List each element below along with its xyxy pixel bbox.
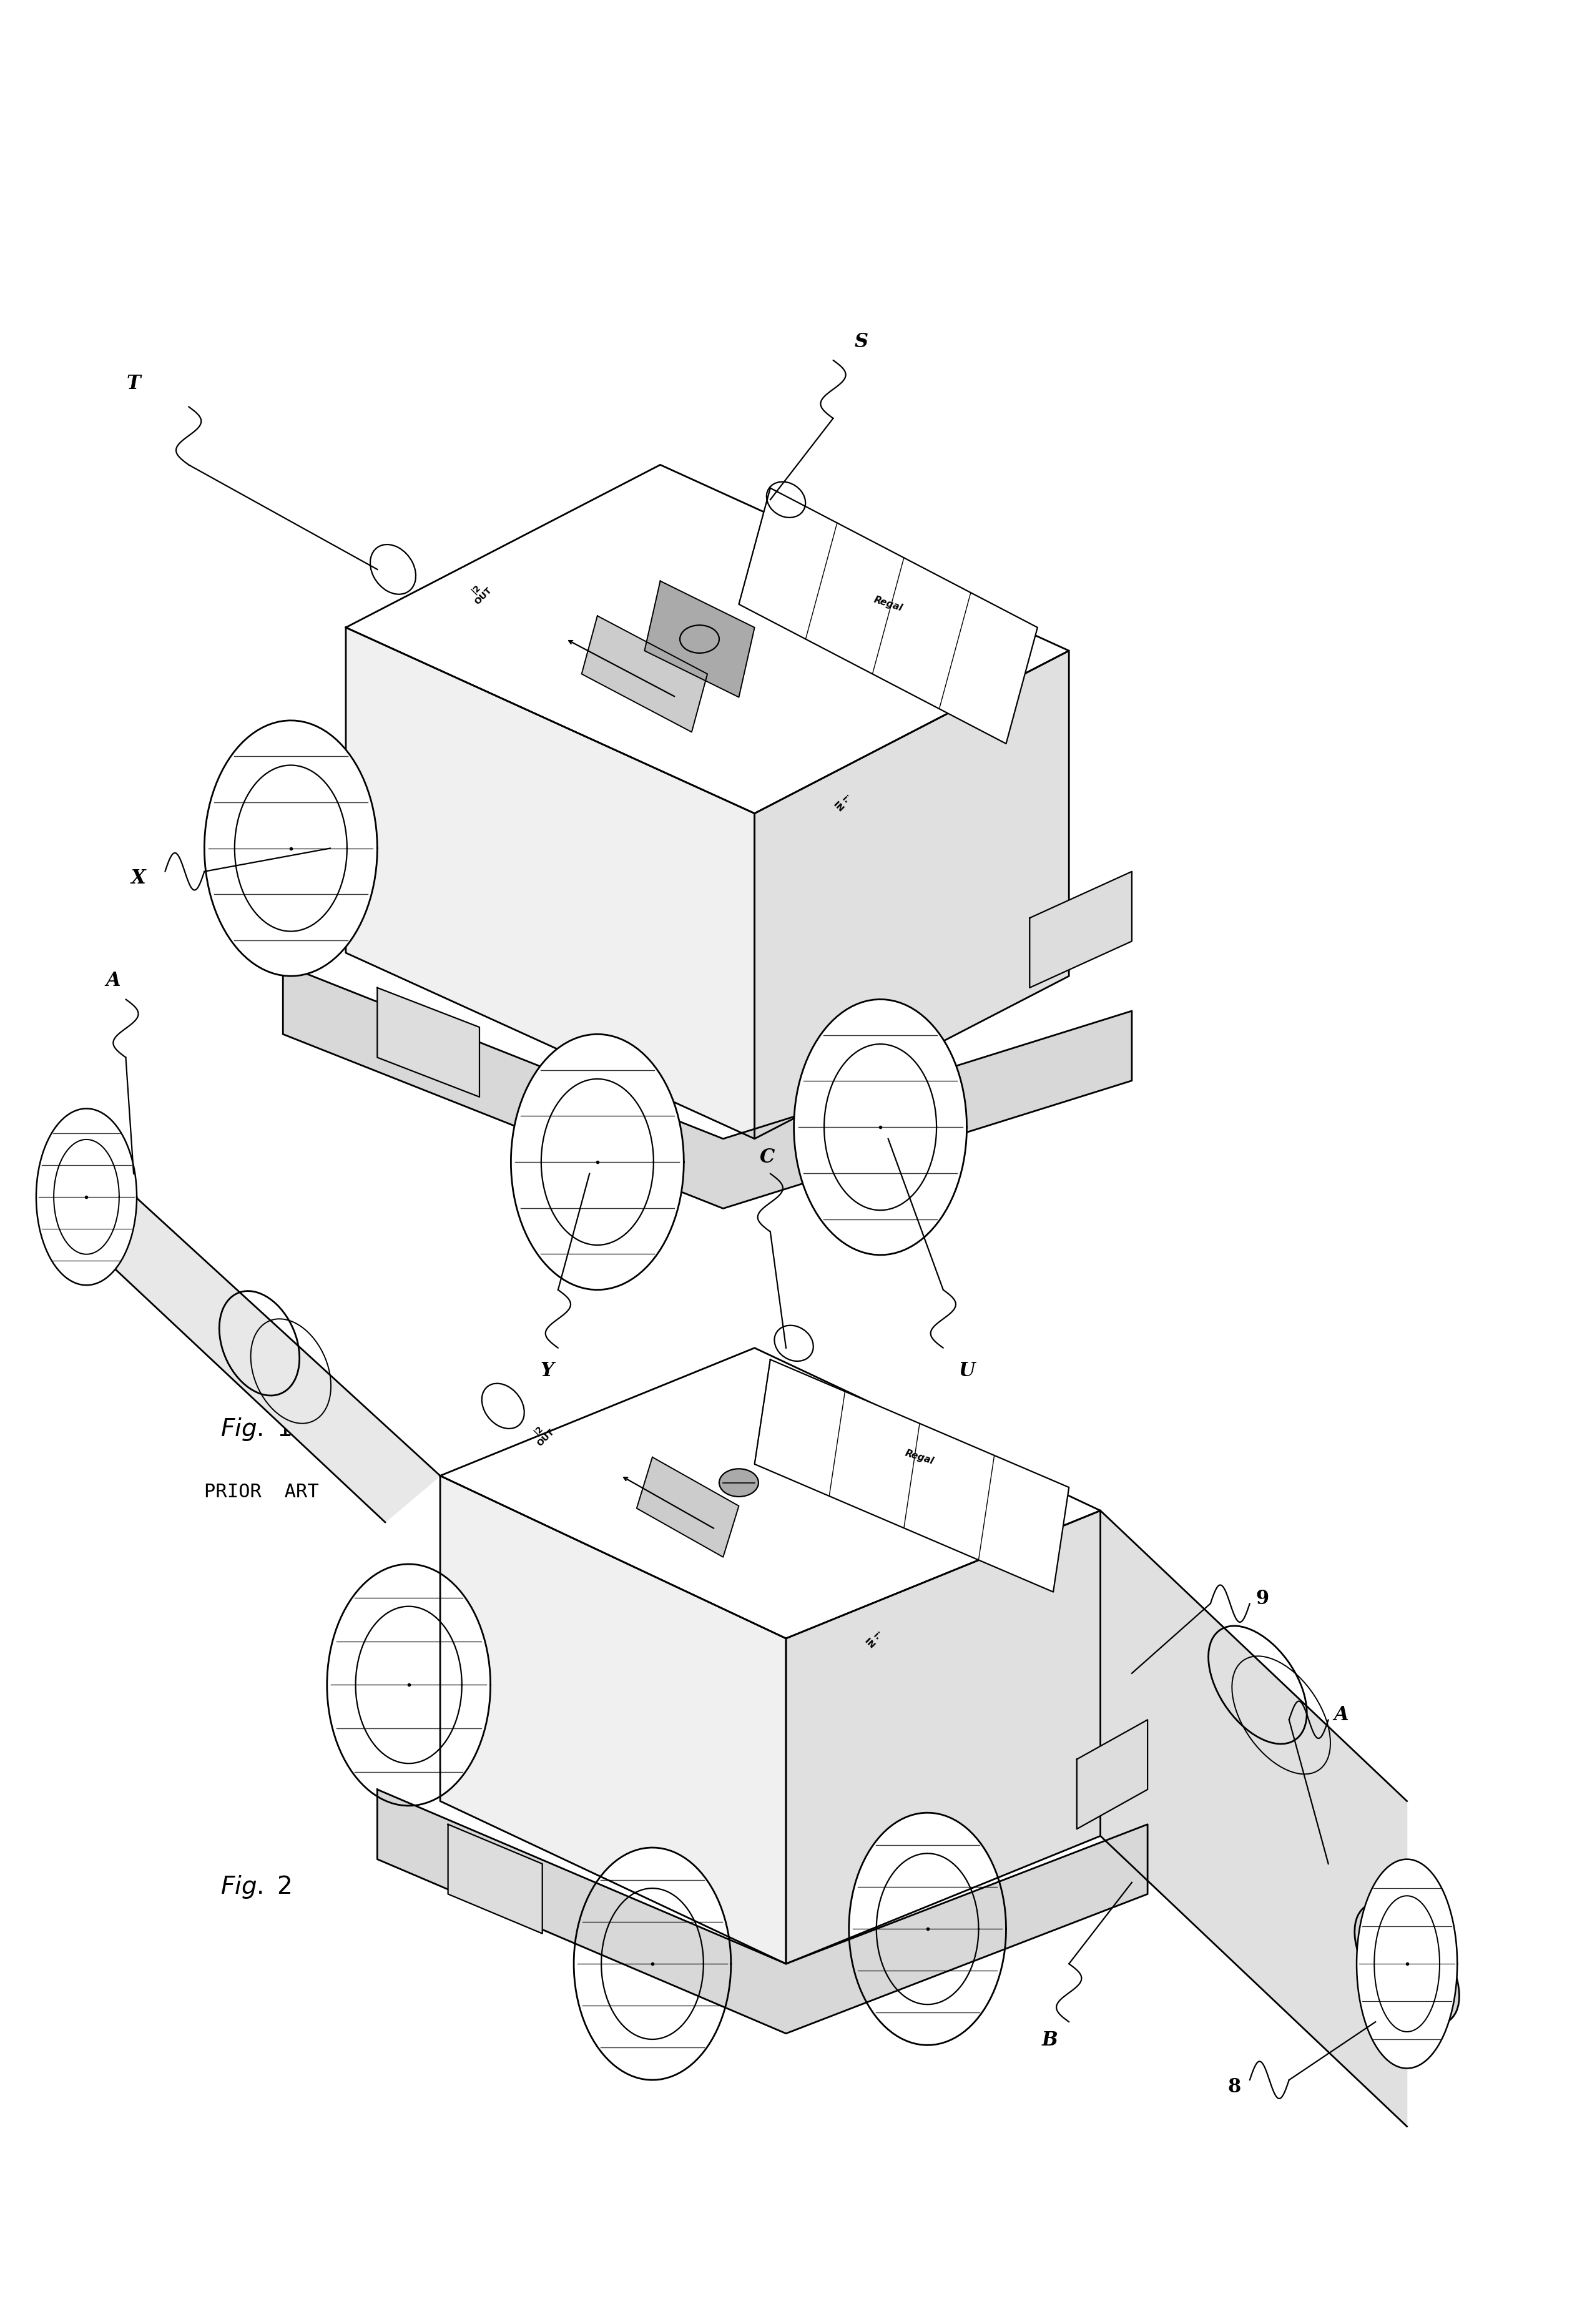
Polygon shape <box>204 720 377 976</box>
Polygon shape <box>786 1511 1100 1964</box>
Text: A: A <box>1333 1706 1349 1724</box>
Text: $\mathit{Fig.}\ 2$: $\mathit{Fig.}\ 2$ <box>220 1873 291 1901</box>
Text: Regal: Regal <box>872 595 904 614</box>
Text: S: S <box>855 332 868 351</box>
Text: |2
OUT: |2 OUT <box>528 1420 556 1448</box>
Polygon shape <box>63 1174 440 1522</box>
Polygon shape <box>794 999 967 1255</box>
Polygon shape <box>755 651 1069 1139</box>
Text: A: A <box>105 971 121 990</box>
Text: B: B <box>1042 2031 1058 2050</box>
Ellipse shape <box>1355 1903 1459 2024</box>
Text: |2
OUT: |2 OUT <box>465 579 494 607</box>
Polygon shape <box>739 488 1038 744</box>
Text: i.
 IN: i. IN <box>861 1627 883 1650</box>
Polygon shape <box>346 627 755 1139</box>
Text: 9: 9 <box>1256 1590 1269 1608</box>
Polygon shape <box>574 1848 731 2080</box>
Polygon shape <box>377 988 479 1097</box>
Polygon shape <box>448 1824 542 1934</box>
Text: T: T <box>126 374 141 393</box>
Polygon shape <box>1030 871 1132 988</box>
Polygon shape <box>440 1476 786 1964</box>
Text: U: U <box>959 1362 975 1380</box>
Polygon shape <box>1077 1720 1148 1829</box>
Ellipse shape <box>775 1325 813 1362</box>
Polygon shape <box>582 616 707 732</box>
Polygon shape <box>36 1109 137 1285</box>
Polygon shape <box>849 1813 1006 2045</box>
Polygon shape <box>755 1360 1069 1592</box>
Text: X: X <box>130 869 146 888</box>
Polygon shape <box>637 1457 739 1557</box>
Polygon shape <box>377 1789 1148 2033</box>
Ellipse shape <box>767 481 805 518</box>
Text: $\mathit{Fig.}\ 1$: $\mathit{Fig.}\ 1$ <box>220 1415 291 1443</box>
Ellipse shape <box>720 1469 758 1497</box>
Polygon shape <box>327 1564 490 1806</box>
Polygon shape <box>440 1348 1100 1638</box>
Polygon shape <box>283 964 1132 1208</box>
Text: 8: 8 <box>1228 2078 1240 2096</box>
Polygon shape <box>346 465 1069 813</box>
Ellipse shape <box>369 544 417 595</box>
Ellipse shape <box>481 1383 525 1429</box>
Text: C: C <box>759 1148 775 1167</box>
Polygon shape <box>645 581 755 697</box>
Polygon shape <box>511 1034 684 1290</box>
Ellipse shape <box>46 1146 127 1248</box>
Polygon shape <box>1357 1859 1457 2068</box>
Text: Y: Y <box>541 1362 553 1380</box>
Text: i.
 IN: i. IN <box>830 790 852 813</box>
Polygon shape <box>1100 1511 1407 2126</box>
Text: Regal: Regal <box>904 1448 935 1466</box>
Text: PRIOR  ART: PRIOR ART <box>204 1483 319 1501</box>
